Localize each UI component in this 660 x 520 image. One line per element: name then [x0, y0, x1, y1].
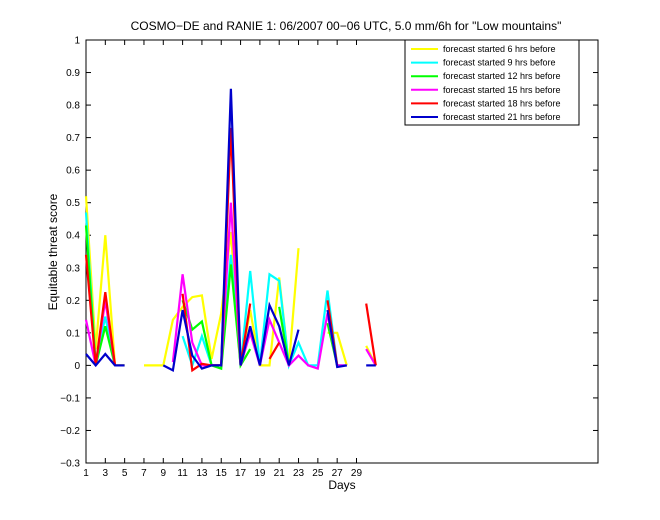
x-tick-label: 5 — [122, 468, 128, 479]
y-tick-label: 0.3 — [66, 263, 80, 274]
chart-title: COSMO−DE and RANIE 1: 06/2007 00−06 UTC,… — [131, 19, 562, 33]
x-tick-label: 21 — [274, 468, 286, 479]
legend-label: forecast started 9 hrs before — [443, 58, 556, 68]
y-tick-label: 0.9 — [66, 68, 80, 79]
y-tick-label: −0.3 — [60, 459, 80, 470]
y-axis-label: Equitable threat score — [46, 193, 60, 310]
y-tick-label: −0.1 — [60, 393, 80, 404]
legend-label: forecast started 15 hrs before — [443, 85, 561, 95]
x-tick-label: 1 — [83, 468, 89, 479]
series-segment — [365, 348, 377, 366]
x-axis-label: Days — [328, 478, 355, 492]
series-segment — [85, 352, 125, 368]
x-tick-label: 13 — [196, 468, 208, 479]
series-segment — [84, 254, 117, 366]
y-tick-label: 0.5 — [66, 198, 80, 209]
x-tick-label: 27 — [332, 468, 344, 479]
y-tick-label: 0.1 — [66, 328, 80, 339]
series-lines — [84, 88, 377, 373]
legend-label: forecast started 6 hrs before — [443, 44, 556, 54]
x-tick-label: 19 — [254, 468, 266, 479]
y-tick-label: 0.4 — [66, 231, 80, 242]
series-segment — [365, 303, 377, 366]
legend-label: forecast started 21 hrs before — [443, 112, 561, 122]
y-tick-label: 0.2 — [66, 296, 80, 307]
x-tick-label: 17 — [235, 468, 247, 479]
x-tick-label: 29 — [351, 468, 363, 479]
y-tick-label: 1 — [74, 36, 80, 47]
series-segment — [144, 231, 300, 367]
y-tick-label: 0.8 — [66, 101, 80, 112]
series-segment — [84, 225, 117, 366]
legend: forecast started 6 hrs before forecast st… — [404, 39, 580, 126]
x-tick-label: 23 — [293, 468, 305, 479]
series-segment — [268, 342, 281, 360]
x-tick-label: 3 — [103, 468, 109, 479]
legend-box — [404, 39, 580, 126]
x-tick-label: 25 — [312, 468, 324, 479]
series-segment — [162, 88, 300, 372]
y-tick-label: −0.2 — [60, 426, 80, 437]
x-tick-label: 11 — [177, 468, 188, 479]
legend-label: forecast started 18 hrs before — [443, 98, 561, 108]
x-tick-label: 15 — [216, 468, 228, 479]
series-line — [85, 88, 376, 372]
x-tick-label: 7 — [141, 468, 147, 479]
legend-label: forecast started 12 hrs before — [443, 71, 561, 81]
y-axis: −0.3 −0.2 −0.1 0 0.1 0.2 0.3 0.4 0.5 0.6 0.7 0.8 0.9… — [60, 36, 598, 470]
y-tick-label: 0.6 — [66, 166, 80, 177]
y-tick-label: 0 — [74, 361, 80, 372]
x-tick-label: 9 — [161, 468, 167, 479]
series-segment — [326, 309, 347, 369]
x-axis: 1 3 5 7 9 11 13 15 17 19 21 23 25 27 29 — [83, 40, 362, 479]
y-tick-label: 0.7 — [66, 133, 80, 144]
